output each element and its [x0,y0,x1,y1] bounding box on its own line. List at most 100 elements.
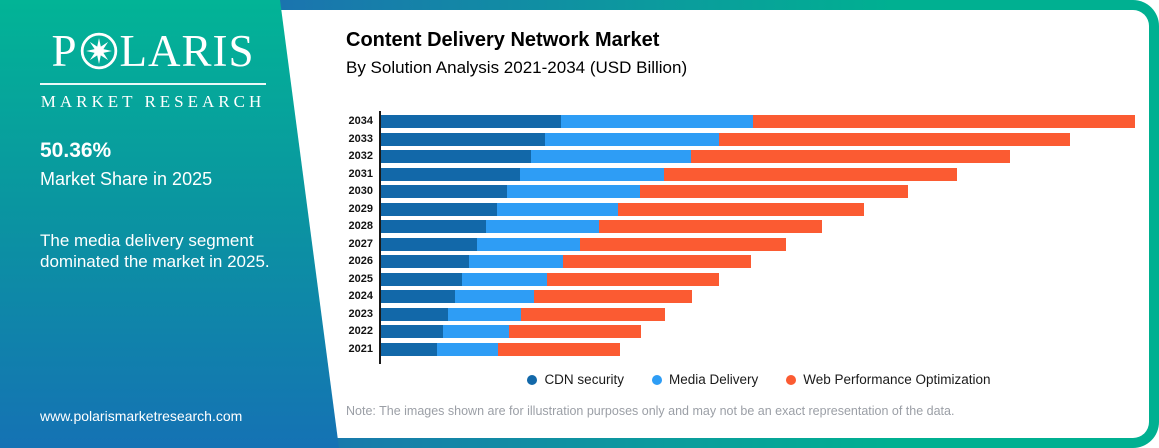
brand-tagline: MARKET RESEARCH [40,91,266,111]
bar-segment-web-performance-optimization [618,202,864,216]
bar-segment-cdn-security [379,132,545,146]
stacked-bar [379,132,1070,146]
bar-segment-cdn-security [379,202,497,216]
stacked-bar [379,255,751,268]
year-label: 2021 [348,342,373,355]
bar-segment-cdn-security [379,150,531,163]
brand-letters-laris: LARIS [119,26,255,76]
stacked-bar [379,202,864,216]
year-label: 2034 [348,115,373,127]
bar-segment-web-performance-optimization [719,132,1070,146]
bar-segment-web-performance-optimization [521,307,665,321]
chart-subtitle: By Solution Analysis 2021-2034 (USD Bill… [346,58,688,77]
stacked-bar [379,185,908,198]
bar-segment-cdn-security [379,167,520,181]
legend-dot-cdn-security [527,374,538,385]
market-share-stat: 50.36% Market Share in 2025 [40,138,212,190]
bar-segment-web-performance-optimization [753,115,1135,128]
brand-letter-p: P [51,26,78,76]
bar-segment-web-performance-optimization [640,185,908,198]
bar-segment-cdn-security [379,115,561,128]
legend-item-web-performance-optimization: Web Performance Optimization [786,372,991,387]
bar-segment-cdn-security [379,307,448,321]
bar-segment-media-delivery [520,167,664,181]
sidebar: P LARIS MARKET RESEARCH 50.36% Market Sh… [0,0,339,448]
year-label: 2029 [348,202,373,215]
logo-divider [40,83,266,85]
legend-dot-media-delivery [651,374,662,385]
stacked-bar-chart: 2034 2033 2032 2031 2030 2029 2028 2027 2026 2025… [346,111,1139,364]
legend-label: CDN security [544,372,624,387]
bar-segment-web-performance-optimization [509,325,641,338]
bar-segment-web-performance-optimization [563,255,751,268]
chart-row-2021: 2021 [349,342,1139,356]
chart-row-2034: 2034 [349,115,1139,128]
legend-label: Media Delivery [668,372,759,387]
chart-title: Content Delivery Network Market [346,29,660,51]
chart-row-2027: 2027 [349,237,1139,251]
chart-row-2026: 2026 [349,255,1139,268]
bar-segment-cdn-security [379,185,507,198]
stacked-bar [379,342,620,356]
brand-wordmark: P LARIS [40,28,266,74]
stacked-bar [379,237,786,251]
bar-segment-cdn-security [379,325,443,338]
year-label: 2028 [348,220,373,232]
bar-segment-cdn-security [379,220,486,233]
chart-row-2033: 2033 [349,132,1139,146]
bar-segment-cdn-security [379,237,477,251]
year-label: 2025 [348,272,373,285]
legend-item-media-delivery: Media Delivery [651,372,759,387]
market-insight-text: The media delivery segment dominated the… [40,231,270,271]
legend-dot-web-performance-optimization [786,374,797,385]
chart-row-2030: 2030 [349,185,1139,198]
chart-row-2025: 2025 [349,272,1139,286]
chart-row-2022: 2022 [349,325,1139,338]
stacked-bar [379,307,665,321]
bar-segment-web-performance-optimization [534,290,692,303]
chart-row-2031: 2031 [349,167,1139,181]
chart-panel: Content Delivery Network Market By Solut… [346,28,1139,418]
bar-segment-media-delivery [455,290,534,303]
bar-segment-media-delivery [462,272,547,286]
website-url: www.polarismarketresearch.com [40,408,243,424]
bar-segment-media-delivery [507,185,640,198]
bar-segment-media-delivery [486,220,599,233]
disclaimer-note: Note: The images shown are for illustrat… [346,403,955,418]
bar-segment-media-delivery [497,202,618,216]
market-share-label: Market Share in 2025 [40,169,213,189]
bar-segment-web-performance-optimization [547,272,719,286]
year-label: 2030 [348,185,373,197]
stacked-bar [379,167,957,181]
bar-segment-media-delivery [545,132,719,146]
polaris-logo: P LARIS MARKET RESEARCH [40,28,266,112]
year-label: 2023 [348,307,373,320]
legend-label: Web Performance Optimization [803,372,991,387]
stacked-bar [379,325,641,338]
chart-row-2024: 2024 [349,290,1139,303]
compass-star-icon [78,32,120,70]
chart-row-2032: 2032 [349,150,1139,163]
year-label: 2033 [348,132,373,145]
chart-legend: CDN security Media Delivery Web Performanc… [346,372,1139,388]
year-label: 2024 [348,290,373,302]
bar-segment-media-delivery [437,342,498,356]
year-label: 2032 [348,150,373,162]
bar-segment-web-performance-optimization [599,220,822,233]
year-label: 2027 [348,237,373,250]
bar-segment-web-performance-optimization [580,237,786,251]
bar-segment-media-delivery [477,237,580,251]
chart-row-2028: 2028 [349,220,1139,233]
bar-segment-web-performance-optimization [691,150,1010,163]
bar-segment-media-delivery [561,115,753,128]
bar-segment-web-performance-optimization [498,342,620,356]
stacked-bar [379,150,1010,163]
y-axis-line [379,111,381,364]
stacked-bar [379,115,1135,128]
stacked-bar [379,290,692,303]
bar-segment-media-delivery [443,325,509,338]
bar-segment-cdn-security [379,255,469,268]
bar-segment-media-delivery [448,307,521,321]
bar-segment-media-delivery [531,150,691,163]
